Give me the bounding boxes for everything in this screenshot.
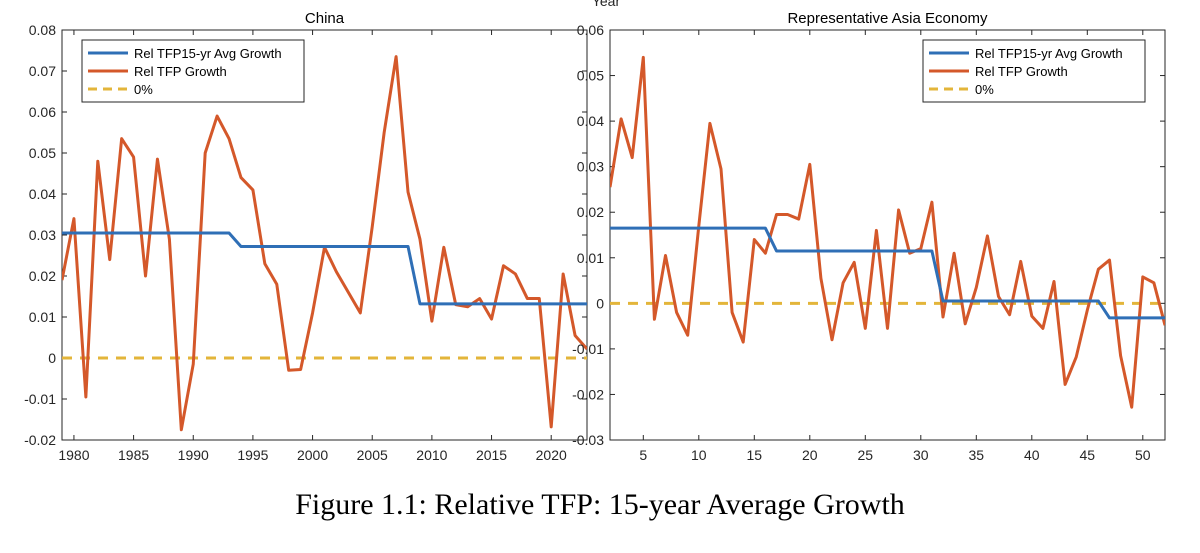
x-tick-label: 2000: [297, 447, 328, 463]
top-axis-label: Year: [592, 0, 621, 9]
legend: Rel TFP15-yr Avg Growth Rel TFP Growth 0%: [81, 39, 305, 103]
x-tick-label: 20: [802, 447, 818, 463]
x-tick-label: 50: [1135, 447, 1151, 463]
chart-title: China: [305, 10, 345, 27]
x-tick-label: 35: [969, 447, 985, 463]
x-tick-label: 30: [913, 447, 929, 463]
tfp-growth-line: [62, 55, 587, 432]
legend-label: Rel TFP15-yr Avg Growth: [975, 46, 1123, 61]
x-tick-label: 1985: [118, 447, 149, 463]
chart-title: Representative Asia Economy: [787, 10, 988, 27]
y-tick-label: 0: [596, 295, 604, 311]
plot-area-frame: [609, 29, 1166, 441]
avg-growth-line: [62, 231, 587, 306]
chart-panel-2: Representative Asia Economy 5 10 15 20 25 30 35…: [572, 10, 1166, 463]
x-tick-label: 40: [1024, 447, 1040, 463]
y-tick-label: -0.02: [572, 386, 604, 402]
x-tick-label: 1990: [178, 447, 209, 463]
x-tick-label: 2005: [357, 447, 388, 463]
legend-label: Rel TFP Growth: [975, 64, 1068, 79]
x-tick-label: 15: [747, 447, 763, 463]
legend-label: Rel TFP15-yr Avg Growth: [134, 46, 282, 61]
legend: Rel TFP15-yr Avg Growth Rel TFP Growth 0%: [922, 39, 1146, 103]
avg-growth-line: [610, 226, 1165, 320]
x-tick-label: 5: [639, 447, 647, 463]
y-tick-label: -0.01: [572, 341, 604, 357]
x-tick-label: 45: [1080, 447, 1096, 463]
y-tick-label: 0.01: [577, 250, 604, 266]
y-tick-label: -0.03: [572, 432, 604, 448]
x-tick-label: 25: [858, 447, 874, 463]
chart-panel-1: China 1980 1985 1990 1995 2000 2005 2010 2015 202…: [24, 10, 588, 463]
y-tick-label: 0.05: [577, 68, 604, 84]
y-tick-label: 0.03: [29, 227, 56, 243]
y-tick-label: 0.02: [29, 268, 56, 284]
legend-label: 0%: [975, 82, 994, 97]
x-tick-label: 10: [691, 447, 707, 463]
legend-label: Rel TFP Growth: [134, 64, 227, 79]
y-tick-label: 0.05: [29, 145, 56, 161]
y-tick-label: 0: [48, 350, 56, 366]
y-tick-label: 0.04: [577, 113, 604, 129]
y-tick-label: 0.01: [29, 309, 56, 325]
x-tick-label: 2010: [416, 447, 447, 463]
y-tick-label: 0.08: [29, 22, 56, 38]
y-tick-label: 0.06: [29, 104, 56, 120]
figure-caption: Figure 1.1: Relative TFP: 15-year Averag…: [295, 488, 905, 521]
series-group: [610, 55, 1165, 409]
y-tick-label: 0.03: [577, 159, 604, 175]
x-tick-label: 2020: [536, 447, 567, 463]
tfp-growth-line: [610, 55, 1165, 409]
x-tick-label: 1995: [237, 447, 268, 463]
x-tick-label: 1980: [58, 447, 89, 463]
y-tick-label: 0.02: [577, 204, 604, 220]
legend-label: 0%: [134, 82, 153, 97]
y-tick-label: -0.01: [24, 391, 56, 407]
y-tick-label: 0.07: [29, 63, 56, 79]
series-group: [62, 55, 587, 432]
x-tick-label: 2015: [476, 447, 507, 463]
y-tick-label: -0.02: [24, 432, 56, 448]
y-tick-label: 0.06: [577, 22, 604, 38]
y-tick-label: 0.04: [29, 186, 56, 202]
